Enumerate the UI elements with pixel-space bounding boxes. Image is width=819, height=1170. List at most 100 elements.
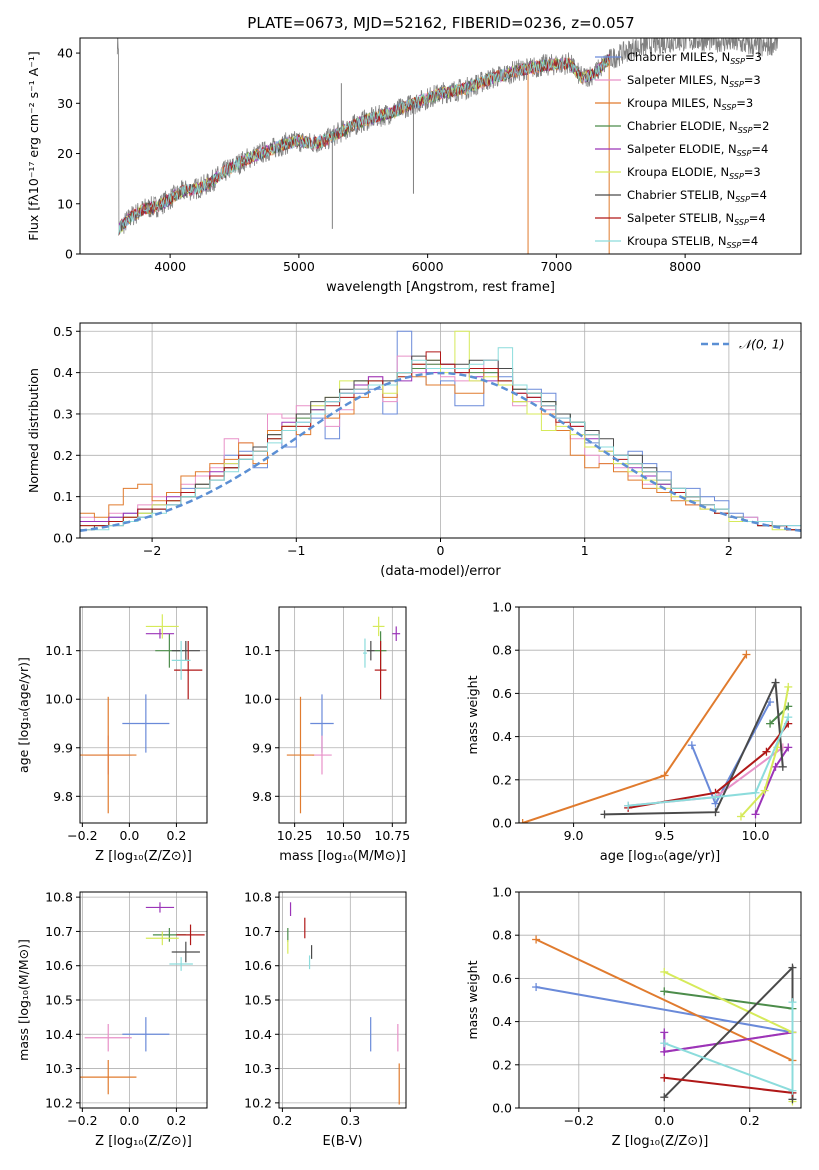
y-tick-label: 10.7 [244,924,272,939]
x-axis-label: Z [log₁₀(Z/Z⊙)] [612,1134,709,1149]
y-tick-label: 9.9 [252,740,272,755]
x-tick-label: 10.50 [326,828,362,843]
model-spectrum-chabrier_stelib [118,53,611,236]
y-tick-label: 10.3 [244,1061,272,1076]
legend-label-salpeter_elodie: Salpeter ELODIE, NSSP=4 [627,142,768,158]
legend-label-kroupa_elodie: Kroupa ELODIE, NSSP=3 [627,165,761,181]
legend-label-kroupa_stelib: Kroupa STELIB, NSSP=4 [627,234,758,250]
y-tick-label: 10.1 [244,643,272,658]
legend-subscript: SSP [734,218,749,227]
x-tick-label: 5000 [283,259,315,274]
age-vs-mass-marks [279,607,406,823]
y-tick-label: 40 [57,46,73,61]
x-tick-label: −0.2 [67,1113,97,1128]
hist-steps-kroupa_miles [80,368,801,538]
y-tick-label: 9.9 [53,740,73,755]
x-axis-label: wavelength [Angstrom, rest frame] [326,280,555,295]
x-tick-label: 0.3 [340,1113,360,1128]
series-line-kroupa_stelib [628,716,790,807]
age-vs-mass-chart: 10.25 10.50 10.75 9.8 9.9 10.0 10.1 mass [log₁₀… [244,606,410,864]
y-tick-label: 10.3 [45,1061,73,1076]
y-tick-label: 10.6 [244,958,272,973]
series-line-chabrier_stelib [604,678,784,816]
y-tick-label: 10.5 [45,993,73,1008]
x-tick-label: 1 [581,543,589,558]
y-tick-label: 0.6 [492,686,512,701]
massweight-vs-age-chart: 9.0 9.5 10.0 0.0 0.2 0.4 0.6 0.8 1.0 age [log₁₀(a… [465,600,802,864]
x-tick-label: 8000 [669,259,701,274]
y-tick-label: 10.1 [45,643,73,658]
y-tick-label: 0.3 [53,406,73,421]
legend-value: =4 [750,188,767,202]
x-tick-label: −0.2 [564,1113,594,1128]
legend-value: =2 [753,119,770,133]
y-tick-label: 10.8 [45,890,73,905]
y-tick-label: 9.8 [53,789,73,804]
figure-title: PLATE=0673, MJD=52162, FIBERID=0236, z=0… [247,14,634,32]
legend-value: =3 [744,165,761,179]
y-tick-label: 0.2 [53,448,73,463]
x-tick-label: 9.5 [655,828,675,843]
legend-text: Chabrier STELIB, N [627,188,735,202]
x-tick-label: 0.2 [740,1113,760,1128]
legend-text: Kroupa ELODIE, N [627,165,729,179]
x-axis-label: Z [log₁₀(Z/Z⊙)] [95,849,192,864]
x-tick-label: 0.2 [166,1113,186,1128]
x-tick-label: 0.0 [119,828,139,843]
x-tick-label: 10.25 [277,828,313,843]
y-tick-label: 1.0 [492,600,512,615]
model-spectrum-chabrier_miles [118,53,611,236]
model-spectrum-salpeter_miles [118,54,611,236]
legend-label-normal: 𝒩(0, 1) [739,337,785,352]
y-tick-label: 0.5 [53,324,73,339]
series-line-chabrier_elodie [664,990,793,1010]
y-axis-label: Normed distribution [26,368,41,493]
legend-text: Salpeter ELODIE, N [627,142,737,156]
y-tick-label: 20 [57,146,73,161]
legend-text: Kroupa STELIB, N [627,234,727,248]
legend-label-chabrier_stelib: Chabrier STELIB, NSSP=4 [627,188,767,204]
legend-value: =4 [751,142,768,156]
legend-value: =3 [744,73,761,87]
legend-value: =3 [736,96,753,110]
legend-text: Kroupa MILES, N [627,96,722,110]
y-tick-label: 0.0 [492,816,512,831]
age-vs-Z-marks [80,607,207,823]
y-tick-label: 30 [57,96,73,111]
model-spectrum-salpeter_stelib [118,54,611,236]
axes-frame [518,891,802,1109]
legend-text: Salpeter MILES, N [627,73,729,87]
legend-label-kroupa_miles: Kroupa MILES, NSSP=3 [627,96,753,112]
model-spectrum-kroupa_elodie [118,55,611,236]
x-tick-label: −2 [143,543,161,558]
age-vs-Z-chart: −0.2 0.0 0.2 9.8 9.9 10.0 10.1 Z [log₁₀(Z/Z⊙)] a… [16,606,208,864]
x-tick-label: 4000 [154,259,186,274]
y-tick-label: 10.7 [45,924,73,939]
y-tick-label: 10.0 [244,692,272,707]
y-tick-label: 10.6 [45,958,73,973]
y-tick-label: 10.4 [45,1027,73,1042]
x-tick-label: 2 [725,543,733,558]
axes-frame [278,606,407,824]
series-line-salpeter_stelib [628,722,790,809]
x-axis-label: mass [log₁₀(M/M⊙)] [279,849,406,864]
y-tick-label: 10.0 [45,692,73,707]
x-tick-label: 10.75 [374,828,410,843]
legend-text: Chabrier MILES, N [627,50,730,64]
x-tick-label: 7000 [540,259,572,274]
legend-label-salpeter_stelib: Salpeter STELIB, NSSP=4 [627,211,766,227]
y-tick-label: 0.4 [53,365,73,380]
normal-curve [80,371,801,533]
x-tick-label: 6000 [412,259,444,274]
x-tick-label: 0.0 [654,1113,674,1128]
legend-subscript: SSP [729,80,744,89]
legend-subscript: SSP [722,103,737,112]
mass-vs-EBV-chart: 0.2 0.3 10.2 10.3 10.4 10.5 10.6 10.7 10.8 E(B-V) [244,890,407,1149]
spectrum-marks [116,38,779,254]
y-axis-label: mass weight [465,960,480,1039]
x-tick-label: −1 [287,543,305,558]
y-tick-label: 10.4 [244,1027,272,1042]
series-line-kroupa_elodie [663,970,794,1102]
